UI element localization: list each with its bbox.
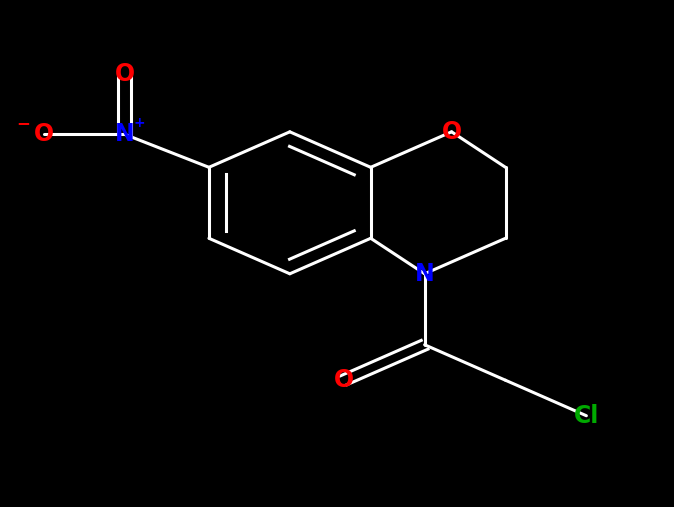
Text: −: − [17, 114, 30, 132]
Text: Cl: Cl [574, 404, 599, 428]
Text: O: O [34, 122, 54, 147]
Text: O: O [441, 120, 462, 144]
Text: N: N [115, 122, 135, 147]
Text: N: N [415, 262, 435, 286]
Text: O: O [115, 61, 135, 86]
Text: +: + [133, 116, 146, 130]
Text: O: O [334, 368, 354, 392]
